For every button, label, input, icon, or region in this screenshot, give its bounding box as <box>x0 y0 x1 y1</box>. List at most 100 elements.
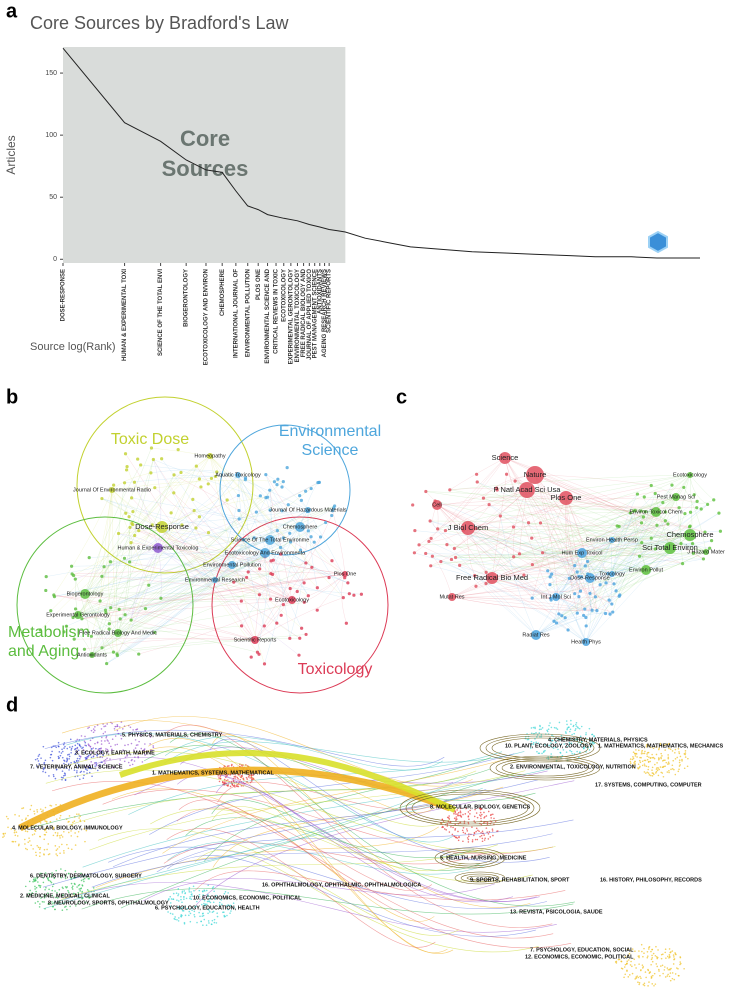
edge <box>153 459 162 549</box>
dot <box>236 785 238 788</box>
dot <box>218 904 221 906</box>
dot <box>63 849 65 852</box>
minor-node <box>131 510 135 514</box>
edge <box>84 592 271 600</box>
dot <box>181 901 183 904</box>
dot <box>565 732 567 734</box>
edge <box>254 567 313 641</box>
dot <box>90 895 92 898</box>
edge <box>451 595 620 600</box>
minor-node <box>443 528 448 533</box>
dot <box>672 954 675 956</box>
edge <box>130 547 159 621</box>
dot <box>463 822 466 825</box>
minor-node <box>125 464 129 469</box>
dot <box>80 872 82 875</box>
dot <box>684 756 687 758</box>
minor-node <box>445 543 449 547</box>
node-label: Mutat Res <box>439 594 464 600</box>
watermark <box>648 230 668 254</box>
dot <box>68 831 70 834</box>
edge <box>81 489 113 619</box>
edge <box>451 583 615 598</box>
dot <box>662 759 665 762</box>
dot <box>24 843 26 845</box>
dot <box>480 834 483 837</box>
dot <box>96 741 99 744</box>
dot <box>634 978 636 980</box>
dot <box>654 983 657 985</box>
dot <box>638 950 640 952</box>
dot <box>77 902 79 905</box>
dot <box>193 889 195 892</box>
citation-curve <box>167 855 536 937</box>
x-tick-label: HUMAN & EXPERIMENTAL TOXI <box>122 269 128 361</box>
dot <box>177 894 179 897</box>
z-ellipse <box>399 789 541 827</box>
dot <box>91 775 93 778</box>
dot <box>36 811 39 813</box>
dot <box>27 841 30 844</box>
edge <box>489 504 583 554</box>
edge <box>118 533 216 581</box>
minor-node <box>575 611 579 615</box>
edge <box>526 489 683 564</box>
edge <box>233 581 293 601</box>
minor-node <box>618 593 622 597</box>
dot <box>201 890 204 893</box>
dot <box>52 834 55 837</box>
dot <box>486 831 488 834</box>
dot <box>105 748 107 750</box>
dot <box>458 836 460 839</box>
minor-node <box>706 502 710 507</box>
minor-node <box>249 655 253 659</box>
dot <box>199 915 201 918</box>
dot <box>141 761 144 763</box>
minor-node <box>598 583 602 587</box>
edge <box>157 482 319 549</box>
citation-curve <box>164 736 443 771</box>
dot <box>118 762 121 765</box>
x-tick-label: PEST MANAGEMENT SCIENCE <box>312 269 318 358</box>
dot <box>631 972 634 975</box>
dot <box>203 889 206 892</box>
minor-node <box>330 513 334 518</box>
edge <box>535 578 570 636</box>
dot <box>536 750 538 753</box>
dot <box>83 751 86 754</box>
dot <box>656 762 658 764</box>
map-label: 13. REVISTA, PSICOLOGIA, SAUDE <box>510 909 603 915</box>
dot <box>61 770 64 772</box>
edge <box>209 455 345 578</box>
minor-node <box>688 524 692 528</box>
dot <box>71 888 74 890</box>
dot <box>188 914 190 917</box>
minor-node <box>690 542 695 546</box>
dot <box>46 877 49 880</box>
node-label: Dose-Response <box>135 522 189 531</box>
edge <box>77 577 247 616</box>
dot <box>205 924 208 927</box>
edge <box>117 556 266 634</box>
x-tick-label: ANTIOXIDANTS <box>317 269 323 314</box>
dot <box>670 951 672 953</box>
dot <box>208 900 210 902</box>
citation-curve <box>149 753 515 835</box>
edge <box>549 569 647 586</box>
dot <box>89 754 92 756</box>
minor-node <box>309 535 313 539</box>
dot <box>38 885 41 887</box>
edge <box>148 539 271 586</box>
dot <box>79 771 82 774</box>
dot <box>628 952 631 955</box>
dot <box>467 811 470 813</box>
x-axis-label: Source log(Rank) <box>30 341 116 353</box>
dot <box>660 752 662 755</box>
minor-node <box>257 652 261 656</box>
dot <box>141 750 144 752</box>
dot <box>662 972 664 975</box>
dot <box>135 728 137 731</box>
dot <box>457 811 460 814</box>
dot <box>668 975 671 978</box>
minor-node <box>663 519 667 523</box>
